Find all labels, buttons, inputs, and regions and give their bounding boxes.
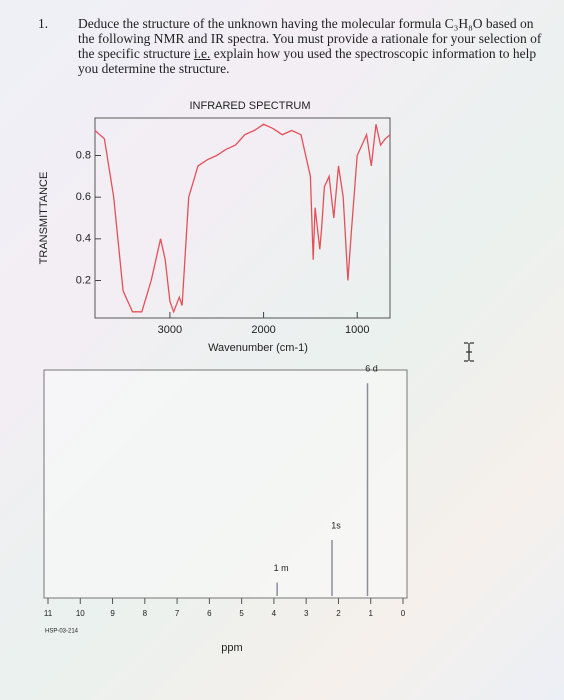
code-note: HSP-03-214 xyxy=(45,629,79,635)
x-tick-label: 3000 xyxy=(158,324,182,336)
text-cursor xyxy=(464,342,474,362)
x-tick-label: 0 xyxy=(401,609,406,618)
y-axis-title: TRANSMITTANCE xyxy=(38,172,50,265)
x-tick-label: 1 xyxy=(369,609,374,618)
y-tick-label: 0.4 xyxy=(76,233,91,245)
y-tick-label: 0.6 xyxy=(76,191,91,203)
ir-trace xyxy=(94,123,391,314)
question-text: Deduce the structure of the unknown havi… xyxy=(78,16,543,76)
x-tick-label: 4 xyxy=(272,609,277,618)
text: i.e. xyxy=(193,46,211,61)
x-tick-label: 2000 xyxy=(251,324,275,336)
x-axis-title: ppm xyxy=(221,642,242,654)
question: 1. Deduce the structure of the unknown h… xyxy=(38,16,548,76)
y-tick-label: 0.2 xyxy=(76,274,91,286)
x-tick-label: 2 xyxy=(336,609,341,618)
x-tick-label: 1000 xyxy=(345,324,369,336)
x-tick-label: 6 xyxy=(207,609,212,618)
x-tick-label: 11 xyxy=(44,609,53,618)
x-tick-label: 8 xyxy=(143,609,148,618)
x-tick-label: 3 xyxy=(304,609,309,618)
x-tick-label: 10 xyxy=(76,609,85,618)
nmr-frame xyxy=(43,369,408,599)
x-tick-label: 7 xyxy=(175,609,180,618)
peak-label: 1s xyxy=(331,520,341,530)
y-tick-label: 0.8 xyxy=(76,149,91,161)
peak-label: 6 d xyxy=(365,364,378,374)
text: explain how you used the spectroscopic i… xyxy=(78,46,537,76)
x-tick-label: 5 xyxy=(239,609,244,618)
ir-frame xyxy=(94,117,391,319)
text: Deduce the structure of the unknown havi… xyxy=(78,16,542,61)
peak-label: 1 m xyxy=(274,563,289,573)
x-axis-title: Wavenumber (cm-1) xyxy=(208,342,308,354)
ir-title: INFRARED SPECTRUM xyxy=(189,100,310,112)
x-tick-label: 9 xyxy=(110,609,115,618)
question-number: 1. xyxy=(38,16,49,31)
